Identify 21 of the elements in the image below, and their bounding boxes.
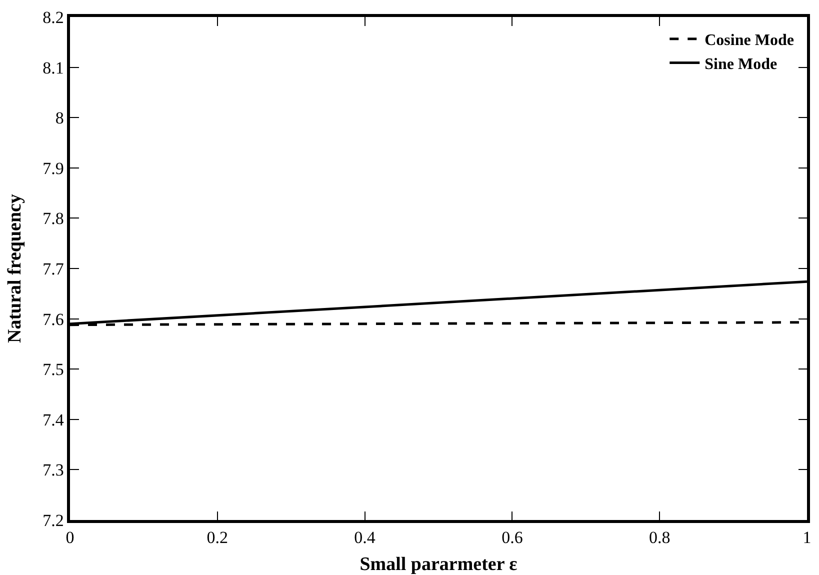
x-tick-label: 0.2 [206,528,228,548]
y-tick-label: 8 [55,108,64,128]
legend-label: Cosine Mode [704,32,794,50]
x-tick-label: 0 [66,528,74,548]
x-axis-title: Small pararmeter ε [360,554,518,575]
y-tick-label: 8.2 [42,8,64,27]
y-axis-title: Natural frequency [4,194,26,343]
x-tick-label: 1 [802,528,812,548]
y-tick-label: 7.6 [42,310,64,329]
y-tick-label: 7.8 [42,209,64,228]
x-tick-label: 0.4 [354,528,376,548]
y-tick-label: 7.4 [42,410,64,430]
y-tick-label: 7.5 [42,360,64,380]
x-tick-label: 0.8 [648,528,670,548]
legend-label: Sine Mode [704,56,778,73]
y-tick-label: 7.7 [42,259,64,278]
y-tick-label: 8.1 [42,58,64,78]
y-tick-label: 7.3 [42,460,64,480]
y-tick-label: 7.2 [42,510,64,530]
x-tick-label: 0.6 [502,528,523,548]
y-tick-label: 7.9 [42,158,64,178]
